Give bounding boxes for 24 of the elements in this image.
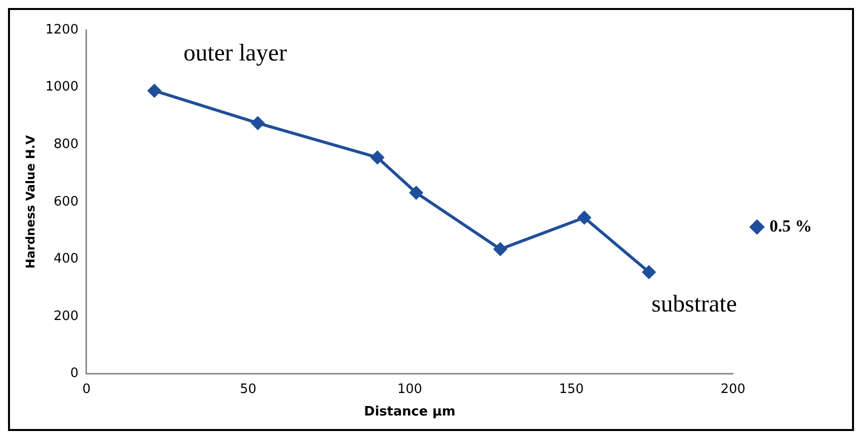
x-tick-label: 100 — [397, 382, 422, 397]
x-tick-label: 150 — [558, 382, 584, 397]
point — [494, 242, 507, 256]
point — [642, 266, 656, 279]
y-tick-label: 1000 — [45, 80, 78, 95]
y-tick-label: 1200 — [45, 22, 78, 38]
x-tick-label: 0 — [82, 382, 91, 397]
y-tick-label: 600 — [54, 194, 78, 210]
y-tick-label: 800 — [54, 136, 78, 152]
legend-label: 0.5 % — [770, 216, 812, 236]
y-tick-label: 400 — [54, 252, 78, 267]
x-tick-label: 50 — [240, 382, 256, 397]
y-axis-title: Hardness Value H.V — [23, 134, 38, 269]
point — [148, 84, 161, 98]
x-tick-label: 200 — [720, 382, 746, 397]
point — [370, 150, 384, 164]
point — [251, 116, 264, 130]
annotation: substrate — [652, 291, 737, 318]
point — [410, 186, 423, 200]
x-axis-title: Distance µm — [364, 404, 456, 420]
y-tick-label: 0 — [70, 366, 78, 382]
point — [578, 211, 591, 224]
y-tick-label: 200 — [54, 308, 78, 324]
annotation: outer layer — [184, 40, 287, 66]
